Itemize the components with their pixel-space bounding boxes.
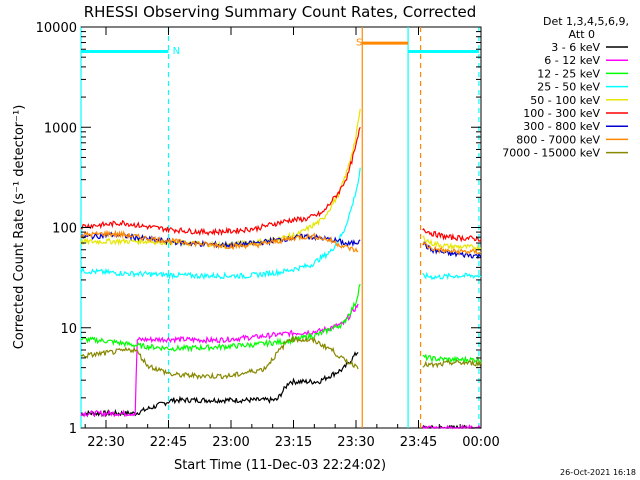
legend-header-0: Det 1,3,4,5,6,9, xyxy=(543,15,629,28)
x-tick-label-3: 23:15 xyxy=(275,435,312,450)
y-tick-label-3: 1000 xyxy=(44,121,77,136)
marker-n: N xyxy=(173,46,180,57)
legend-label-5: 100 - 300 keV xyxy=(523,107,600,120)
x-tick-label-6: 00:00 xyxy=(462,435,499,450)
legend-label-1: 6 - 12 keV xyxy=(544,54,600,67)
series-line-5-b xyxy=(422,227,482,243)
y-tick-label-1: 10 xyxy=(60,322,77,337)
y-tick-label-2: 100 xyxy=(52,222,77,237)
legend-label-4: 50 - 100 keV xyxy=(530,94,600,107)
legend-label-2: 12 - 25 keV xyxy=(537,67,600,80)
series-line-7-b xyxy=(422,241,482,257)
marker-s: S xyxy=(356,37,362,48)
series-line-4-b xyxy=(422,235,482,252)
series-line-3-a xyxy=(80,167,361,281)
series-line-7-a xyxy=(80,229,359,253)
chart-title: RHESSI Observing Summary Count Rates, Co… xyxy=(84,3,477,21)
x-tick-label-0: 22:30 xyxy=(87,435,124,450)
x-tick-label-5: 23:45 xyxy=(400,435,437,450)
y-tick-label-4: 10000 xyxy=(36,21,77,36)
series-line-4-a xyxy=(80,108,361,249)
legend-header-1: Att 0 xyxy=(569,28,595,41)
series-line-1-a xyxy=(80,303,359,418)
series-line-5-a xyxy=(80,126,361,237)
legend-label-3: 25 - 50 keV xyxy=(537,81,600,94)
series-line-0-a xyxy=(80,351,359,418)
series-line-8-a xyxy=(80,335,359,380)
series-7 xyxy=(80,229,482,257)
plot-area: NS xyxy=(80,26,482,430)
x-axis-label: Start Time (11-Dec-03 22:24:02) xyxy=(174,458,386,473)
legend-label-7: 800 - 7000 keV xyxy=(516,133,600,146)
y-axis: 1 10 100 1000 10000 xyxy=(36,21,481,437)
footer-timestamp: 26-Oct-2021 16:18 xyxy=(560,468,636,477)
series-line-2-a xyxy=(80,283,361,353)
legend-label-8: 7000 - 15000 keV xyxy=(502,147,600,160)
series-3 xyxy=(80,167,482,281)
y-axis-label: Corrected Count Rate (s⁻¹ detector⁻¹) xyxy=(12,105,27,350)
x-axis: 22:30 22:45 23:00 23:15 23:30 23:45 00:00 xyxy=(84,27,500,450)
legend-label-0: 3 - 6 keV xyxy=(551,41,600,54)
series-1 xyxy=(80,303,481,430)
series-line-8-b xyxy=(422,358,482,369)
x-tick-label-2: 23:00 xyxy=(212,435,249,450)
y-tick-label-0: 1 xyxy=(69,422,77,437)
series-5 xyxy=(80,126,482,243)
series-line-3-b xyxy=(422,271,482,281)
series-8 xyxy=(80,335,482,380)
series-2 xyxy=(80,283,482,364)
x-tick-label-4: 23:30 xyxy=(337,435,374,450)
legend-label-6: 300 - 800 keV xyxy=(523,120,600,133)
series-line-1-b xyxy=(422,424,481,430)
x-tick-label-1: 22:45 xyxy=(150,435,187,450)
series-line-2-b xyxy=(422,353,482,364)
